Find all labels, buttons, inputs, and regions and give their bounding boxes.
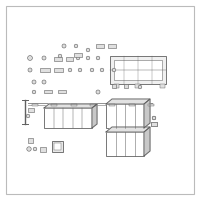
Polygon shape bbox=[144, 99, 150, 128]
Bar bbox=[148, 104, 154, 106]
Circle shape bbox=[86, 56, 90, 60]
Bar bbox=[28, 108, 34, 112]
Bar bbox=[51, 104, 57, 106]
Bar bbox=[74, 53, 82, 57]
Bar bbox=[44, 90, 52, 93]
Circle shape bbox=[62, 44, 66, 48]
Bar bbox=[71, 104, 77, 106]
Circle shape bbox=[33, 147, 37, 151]
Circle shape bbox=[28, 56, 32, 60]
Polygon shape bbox=[106, 99, 150, 104]
Bar bbox=[112, 84, 116, 88]
Circle shape bbox=[42, 80, 46, 84]
Bar bbox=[52, 141, 63, 152]
Circle shape bbox=[86, 48, 90, 52]
Bar bbox=[129, 104, 135, 106]
Circle shape bbox=[152, 116, 156, 120]
Polygon shape bbox=[144, 127, 150, 156]
Bar bbox=[114, 84, 119, 88]
Bar bbox=[54, 57, 62, 61]
Bar bbox=[151, 122, 157, 126]
Bar bbox=[54, 68, 63, 72]
Bar bbox=[124, 84, 128, 88]
Circle shape bbox=[26, 114, 30, 118]
Circle shape bbox=[100, 68, 104, 72]
Circle shape bbox=[27, 147, 31, 151]
Bar bbox=[32, 104, 38, 106]
Circle shape bbox=[96, 56, 100, 60]
Bar bbox=[151, 122, 157, 126]
Bar bbox=[44, 108, 92, 128]
Circle shape bbox=[90, 68, 94, 72]
Bar bbox=[110, 56, 166, 84]
Circle shape bbox=[58, 54, 62, 58]
Bar bbox=[96, 44, 104, 48]
Circle shape bbox=[96, 90, 100, 94]
Bar bbox=[106, 132, 144, 156]
Circle shape bbox=[138, 85, 142, 89]
Bar bbox=[66, 57, 73, 61]
Bar bbox=[58, 90, 66, 93]
Bar bbox=[108, 44, 116, 48]
Circle shape bbox=[42, 56, 46, 60]
Circle shape bbox=[152, 116, 156, 120]
Bar bbox=[90, 104, 96, 106]
Polygon shape bbox=[106, 127, 150, 132]
Circle shape bbox=[32, 80, 36, 84]
Circle shape bbox=[28, 68, 32, 72]
Bar bbox=[106, 104, 144, 128]
Circle shape bbox=[32, 90, 36, 94]
Circle shape bbox=[78, 68, 82, 72]
Bar bbox=[135, 84, 140, 88]
Circle shape bbox=[74, 44, 78, 48]
Bar bbox=[114, 60, 162, 80]
Bar bbox=[40, 147, 46, 152]
Polygon shape bbox=[44, 104, 97, 108]
Circle shape bbox=[112, 68, 116, 72]
Polygon shape bbox=[92, 104, 97, 128]
Circle shape bbox=[68, 68, 72, 72]
Circle shape bbox=[76, 56, 80, 60]
Bar bbox=[40, 68, 50, 72]
Bar bbox=[109, 104, 115, 106]
Bar bbox=[28, 138, 33, 143]
Bar bbox=[54, 143, 61, 150]
Bar bbox=[160, 84, 165, 88]
